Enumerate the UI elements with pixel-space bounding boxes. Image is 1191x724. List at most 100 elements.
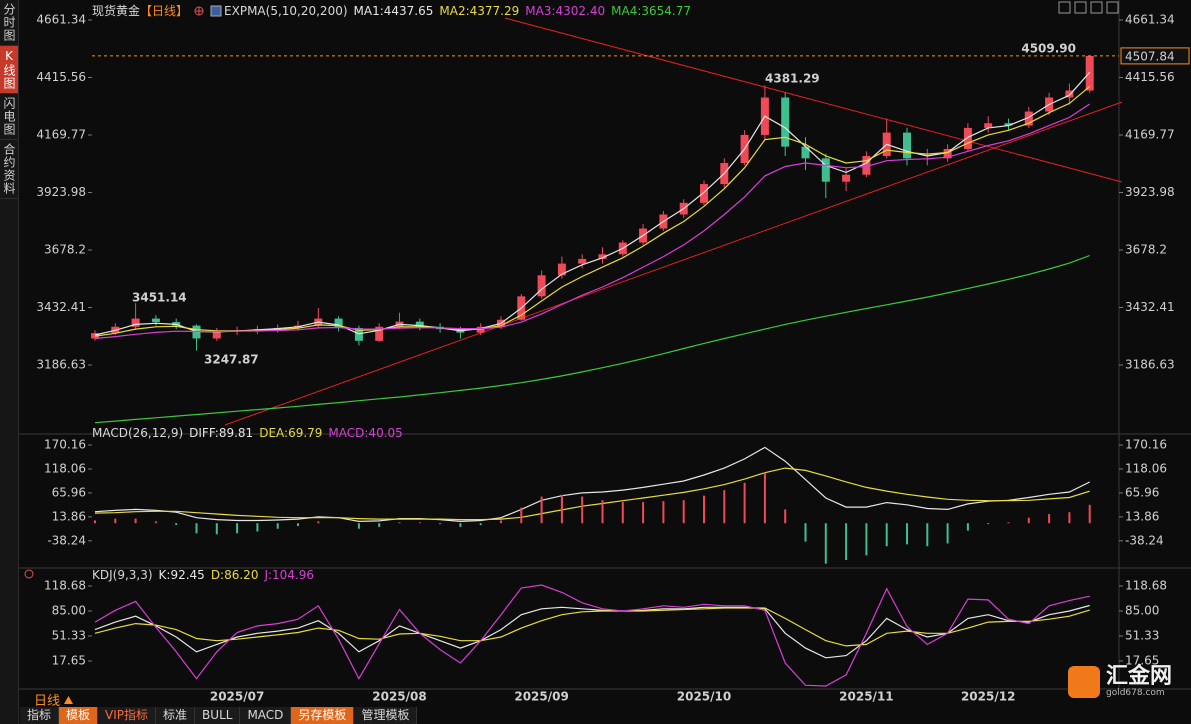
logo-mark — [1068, 666, 1100, 698]
y-tick-label: 3678.2 — [44, 242, 86, 256]
legend-entry: MA3:4302.40 — [525, 3, 606, 18]
candle-body — [1024, 111, 1033, 126]
series-line — [94, 71, 1091, 336]
y-tick-label: 65.96 — [52, 485, 86, 499]
sidebar: 分时图 K线图 闪电图 合约资料 — [0, 0, 19, 724]
y-tick-label: 85.00 — [52, 604, 86, 618]
period-selector[interactable]: 日线 — [34, 690, 74, 709]
candle-body — [415, 321, 424, 327]
tab[interactable]: 闪电图 — [0, 94, 18, 140]
period: 【日线】 — [140, 4, 189, 18]
series-line — [94, 103, 1091, 340]
y-tick-label: 4169.77 — [1125, 127, 1175, 141]
series-line — [94, 584, 1090, 687]
legend-entry: DIFF:89.81 — [189, 426, 254, 440]
series-line — [94, 607, 1090, 647]
legend-entry: J:104.96 — [264, 568, 315, 582]
title: 现货黄金 — [92, 4, 141, 18]
icon[interactable] — [1090, 1, 1103, 14]
y-tick-label: 170.16 — [1125, 438, 1167, 452]
y-tick-label: 170.16 — [44, 438, 86, 452]
x-tick-label: 2025/10 — [677, 690, 731, 704]
candle-body — [131, 318, 140, 327]
candle-body — [151, 318, 160, 323]
candle-body — [943, 148, 952, 159]
candle-body — [903, 132, 911, 159]
candle-body — [334, 318, 343, 328]
trend-line — [504, 17, 1123, 183]
y-tick-label: 17.65 — [1125, 654, 1159, 668]
logo: 汇金网 gold678.com — [1068, 666, 1172, 698]
y-tick-label: 4415.56 — [36, 70, 86, 84]
legend-entry: D:86.20 — [210, 568, 259, 582]
y-tick-label: 65.96 — [1125, 485, 1159, 499]
footer-tabs: 指标 模板 VIP指标 标准 BULL MACD 另存模板 管理模板 — [20, 707, 418, 724]
tab[interactable]: 另存模板 — [291, 707, 355, 724]
annotation: 3451.14 — [132, 291, 187, 305]
candle-body — [801, 146, 810, 159]
candle-body — [862, 155, 871, 175]
y-tick-label: 4169.77 — [36, 127, 86, 141]
candle-body — [212, 331, 221, 339]
x-tick-label: 2025/11 — [839, 690, 893, 704]
tab[interactable]: MACD — [240, 707, 292, 724]
tab[interactable]: 指标 — [20, 707, 60, 724]
legend-entry: DEA:69.79 — [259, 426, 323, 440]
y-tick-label: 3186.63 — [36, 357, 86, 371]
annotation: 3247.87 — [204, 353, 259, 367]
tab[interactable]: 模板 — [59, 707, 99, 724]
x-tick-label: 2025/09 — [514, 690, 568, 704]
y-tick-label: 3923.98 — [36, 185, 86, 199]
y-tick-label: 4661.34 — [1125, 12, 1175, 26]
legend: KDJ(9,3,3) K:92.45 D:86.20 J:104.96 — [92, 568, 314, 582]
y-tick-label: -38.24 — [47, 533, 86, 547]
candle-body — [1004, 123, 1013, 126]
tab[interactable]: 管理模板 — [354, 707, 418, 724]
y-tick-label: 3186.63 — [1125, 357, 1175, 371]
icon[interactable] — [1058, 1, 1071, 14]
y-tick-label: 118.68 — [44, 579, 86, 593]
y-tick-label: 4415.56 — [1125, 70, 1175, 84]
indicator: EXPMA(5,10,20,200) — [224, 3, 348, 18]
icon[interactable] — [1106, 1, 1119, 14]
tab[interactable]: BULL — [195, 707, 241, 724]
y-tick-label: 51.33 — [52, 629, 86, 643]
settings-icon[interactable] — [24, 569, 34, 579]
y-tick-label: 118.06 — [1125, 461, 1167, 475]
y-tick-label: 3678.2 — [1125, 242, 1167, 256]
y-tick-label: 3432.41 — [1125, 300, 1175, 314]
tab[interactable]: K线图 — [0, 46, 18, 94]
candle-body — [598, 254, 607, 259]
candle-body — [1065, 90, 1074, 98]
tab[interactable]: VIP指标 — [98, 707, 157, 724]
tab[interactable]: 合约资料 — [0, 140, 18, 199]
y-tick-label: 51.33 — [1125, 629, 1159, 643]
last-price-box — [1120, 47, 1190, 65]
tab[interactable]: 分时图 — [0, 0, 18, 46]
icon[interactable] — [1074, 1, 1087, 14]
y-tick-label: 118.06 — [44, 461, 86, 475]
y-tick-label: 85.00 — [1125, 604, 1159, 618]
legend: MACD(26,12,9) DIFF:89.81 DEA:69.79 MACD:40… — [92, 426, 403, 440]
candle-body — [963, 127, 972, 149]
trend-line — [224, 101, 1123, 426]
legend-entry: MACD:40.05 — [328, 426, 403, 440]
indicator: KDJ(9,3,3) — [92, 568, 153, 582]
x-tick-label: 2025/12 — [961, 690, 1015, 704]
period-label[interactable]: 日线 — [34, 694, 61, 709]
logo-url: gold678.com — [1106, 688, 1165, 698]
icon[interactable] — [210, 5, 222, 17]
tab[interactable]: 标准 — [156, 707, 196, 724]
candle-body — [537, 275, 546, 297]
window-icons[interactable] — [1058, 1, 1119, 14]
x-tick-label: 2025/07 — [210, 690, 264, 704]
candle-body — [984, 123, 993, 128]
series-line — [94, 467, 1090, 521]
icon[interactable] — [194, 6, 204, 16]
y-tick-label: 13.86 — [52, 509, 86, 523]
y-tick-label: 4661.34 — [36, 12, 86, 26]
y-tick-label: 17.65 — [52, 654, 86, 668]
legend-entry: MA1:4437.65 — [353, 3, 434, 18]
